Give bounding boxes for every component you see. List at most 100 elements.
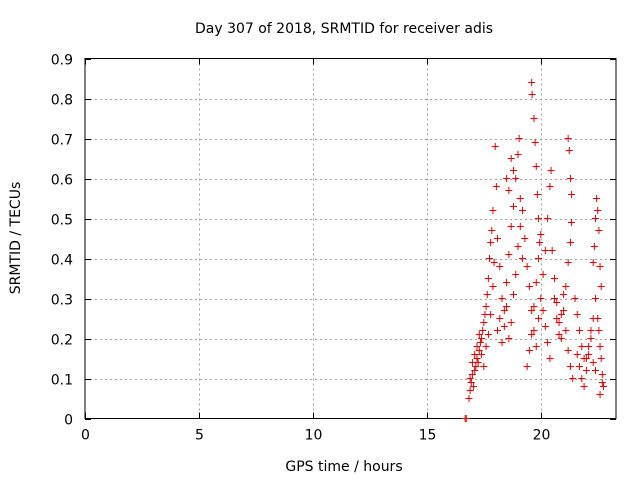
data-point (471, 351, 479, 358)
data-point (523, 363, 531, 370)
data-point (562, 327, 570, 334)
data-point (532, 279, 540, 286)
data-point (546, 355, 554, 362)
y-tick-label: 0.2 (51, 333, 73, 349)
data-point (478, 351, 486, 358)
data-point (544, 339, 552, 346)
data-point (509, 167, 517, 174)
data-point (595, 227, 603, 234)
data-point (537, 295, 545, 302)
data-point (493, 235, 501, 242)
data-point (530, 327, 538, 334)
data-point (585, 343, 593, 350)
data-point (515, 135, 523, 142)
data-point (541, 247, 549, 254)
data-point (535, 255, 543, 262)
data-point (591, 215, 599, 222)
data-point (557, 311, 565, 318)
data-point (532, 343, 540, 350)
data-point (525, 347, 533, 354)
data-point (482, 343, 490, 350)
y-tick-label: 0.5 (51, 213, 73, 229)
data-point (491, 143, 499, 150)
data-point (550, 295, 558, 302)
data-point (535, 315, 543, 322)
data-point (539, 307, 547, 314)
data-point (528, 79, 536, 86)
data-point (505, 187, 513, 194)
data-point (544, 215, 552, 222)
data-point (547, 167, 555, 174)
data-point (573, 351, 581, 358)
data-point (589, 359, 597, 366)
data-point (466, 387, 474, 394)
data-point (537, 231, 545, 238)
data-point (599, 383, 607, 390)
data-point (509, 291, 517, 298)
data-point (505, 335, 513, 342)
data-point (523, 263, 531, 270)
data-point (598, 379, 606, 386)
data-point (594, 207, 602, 214)
data-point (480, 319, 488, 326)
data-point (487, 311, 495, 318)
data-point (598, 371, 606, 378)
data-point (596, 263, 604, 270)
data-point (500, 307, 508, 314)
data-points (461, 79, 607, 422)
data-point (530, 115, 538, 122)
data-point (555, 319, 563, 326)
data-point (482, 303, 490, 310)
data-point (593, 195, 601, 202)
data-point (578, 375, 586, 382)
y-tick-label: 0.8 (51, 93, 73, 109)
y-tick-label: 0 (64, 413, 73, 429)
data-point (519, 255, 527, 262)
data-point (514, 243, 522, 250)
data-point (560, 291, 568, 298)
data-point (557, 335, 565, 342)
data-point (496, 315, 504, 322)
data-point (512, 175, 520, 182)
data-point (591, 367, 599, 374)
data-point (507, 319, 515, 326)
data-point (468, 371, 476, 378)
data-point (541, 323, 549, 330)
data-point (503, 303, 511, 310)
data-point (533, 191, 541, 198)
data-point (467, 379, 475, 386)
data-point (571, 295, 579, 302)
data-point (528, 331, 536, 338)
data-point (462, 415, 470, 422)
data-point (550, 275, 558, 282)
data-point (589, 259, 597, 266)
data-point (590, 243, 598, 250)
data-point (597, 355, 605, 362)
data-point (530, 303, 538, 310)
data-point (569, 375, 577, 382)
data-point (521, 235, 529, 242)
y-tick-label: 0.7 (51, 133, 73, 149)
data-point (475, 347, 483, 354)
data-point (519, 207, 527, 214)
data-point (564, 347, 572, 354)
data-point (594, 315, 602, 322)
data-point (566, 363, 574, 370)
data-point (493, 327, 501, 334)
chart-title: Day 307 of 2018, SRMTID for receiver adi… (195, 21, 493, 37)
data-point (486, 255, 494, 262)
data-point (560, 307, 568, 314)
data-point (565, 147, 573, 154)
data-point (595, 327, 603, 334)
data-point (505, 251, 513, 258)
data-point (535, 215, 543, 222)
data-point (580, 383, 588, 390)
data-point (585, 351, 593, 358)
data-point (555, 331, 563, 338)
data-point (488, 227, 496, 234)
y-tick-label: 0.3 (51, 293, 73, 309)
data-point (489, 283, 497, 290)
data-point (564, 259, 572, 266)
data-point (478, 335, 486, 342)
